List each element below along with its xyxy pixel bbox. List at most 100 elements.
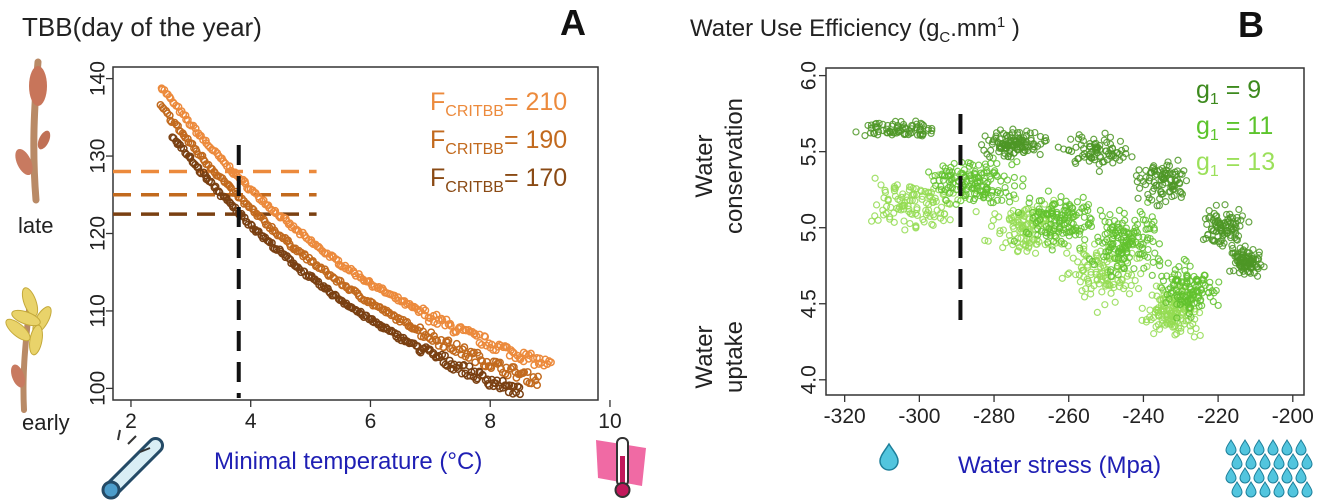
data-point: [1148, 271, 1156, 280]
data-point: [520, 368, 529, 377]
data-point: [1228, 241, 1236, 249]
panel-b-title-main: Water Use Efficiency: [690, 15, 912, 42]
data-point: [523, 368, 532, 376]
data-point: [1010, 173, 1018, 182]
x-tick-label: -280: [973, 405, 1015, 428]
data-point: [1009, 125, 1017, 133]
data-point: [1069, 225, 1078, 234]
data-point: [1125, 253, 1133, 262]
data-point: [1229, 244, 1237, 253]
data-point: [1107, 272, 1115, 281]
y-tick-label: 5.0: [798, 213, 821, 242]
data-point: [1032, 240, 1040, 248]
data-point: [1048, 201, 1056, 209]
data-point: [1012, 194, 1020, 203]
data-point: [1133, 178, 1141, 186]
data-point: [1241, 242, 1249, 250]
data-point: [891, 117, 900, 125]
data-point: [1098, 212, 1106, 220]
data-point: [1154, 321, 1163, 329]
data-point: [1025, 230, 1033, 238]
data-point: [1090, 135, 1098, 143]
data-point: [1232, 224, 1240, 232]
data-point: [244, 220, 253, 229]
data-point: [1158, 272, 1166, 280]
data-point: [1173, 314, 1181, 322]
data-point: [945, 167, 954, 175]
data-point: [1170, 185, 1178, 193]
panel-a-title: TBB(day of the year): [22, 12, 262, 42]
data-point: [879, 127, 887, 135]
data-point: [999, 226, 1007, 234]
data-point: [977, 141, 986, 149]
y-tick-label: 5.5: [798, 137, 821, 166]
data-point: [1064, 270, 1072, 278]
legend-entry-1: g1 = 9: [1196, 76, 1261, 108]
data-point: [1139, 233, 1147, 241]
data-point: [325, 253, 334, 261]
data-point: [966, 195, 974, 203]
data-point: [1092, 268, 1100, 276]
data-point: [986, 172, 994, 180]
data-point: [1138, 316, 1146, 324]
data-point: [972, 208, 980, 216]
data-point: [908, 121, 916, 130]
data-point: [1120, 209, 1128, 218]
legend-entry-3: FCRITBB= 170: [430, 164, 567, 196]
data-point: [1201, 215, 1210, 223]
data-point: [300, 267, 309, 276]
data-point: [1005, 231, 1014, 240]
data-point: [1211, 237, 1219, 245]
data-point: [874, 128, 883, 136]
x-tick-label: -300: [898, 405, 940, 428]
data-point: [1042, 136, 1050, 145]
data-point: [1087, 268, 1095, 276]
data-point: [163, 109, 172, 118]
data-point: [996, 227, 1004, 235]
data-point: [874, 216, 882, 224]
data-point: [1233, 251, 1241, 259]
data-point: [1154, 255, 1162, 263]
data-point: [918, 130, 926, 139]
data-point: [1124, 230, 1133, 238]
data-point: [1031, 128, 1039, 137]
data-point: [1062, 228, 1070, 237]
data-point: [918, 192, 927, 201]
data-point: [1248, 252, 1256, 260]
data-point: [481, 332, 490, 341]
x-tick-label: 4: [245, 410, 257, 433]
data-point: [1135, 166, 1143, 174]
data-point: [866, 129, 875, 137]
data-point: [1148, 213, 1156, 221]
data-point: [984, 237, 992, 245]
y-tick-label: 100: [87, 371, 110, 406]
data-point: [981, 190, 989, 198]
data-point: [1232, 229, 1240, 237]
data-point: [253, 212, 262, 220]
data-point: [920, 218, 928, 226]
data-point: [1047, 209, 1055, 217]
data-point: [1186, 262, 1194, 270]
data-point: [225, 162, 234, 171]
data-point: [1102, 281, 1110, 289]
data-point: [912, 117, 920, 125]
data-point: [1010, 230, 1018, 238]
data-point: [1148, 220, 1156, 229]
data-point: [533, 381, 542, 390]
data-point: [1113, 149, 1122, 157]
data-point: [1065, 269, 1073, 277]
data-point: [1067, 135, 1075, 143]
data-point: [908, 196, 916, 205]
data-point: [1039, 210, 1048, 218]
data-point: [1162, 166, 1171, 174]
data-point: [871, 212, 879, 220]
y-tick-label: 4.5: [798, 289, 821, 318]
legend-entry-2: FCRITBB= 190: [430, 126, 567, 158]
data-point: [1257, 261, 1265, 269]
data-point: [980, 169, 988, 177]
data-point: [1036, 132, 1045, 141]
data-point: [888, 122, 896, 130]
data-point: [1034, 217, 1042, 225]
data-point: [1092, 251, 1100, 259]
data-point: [893, 181, 901, 189]
